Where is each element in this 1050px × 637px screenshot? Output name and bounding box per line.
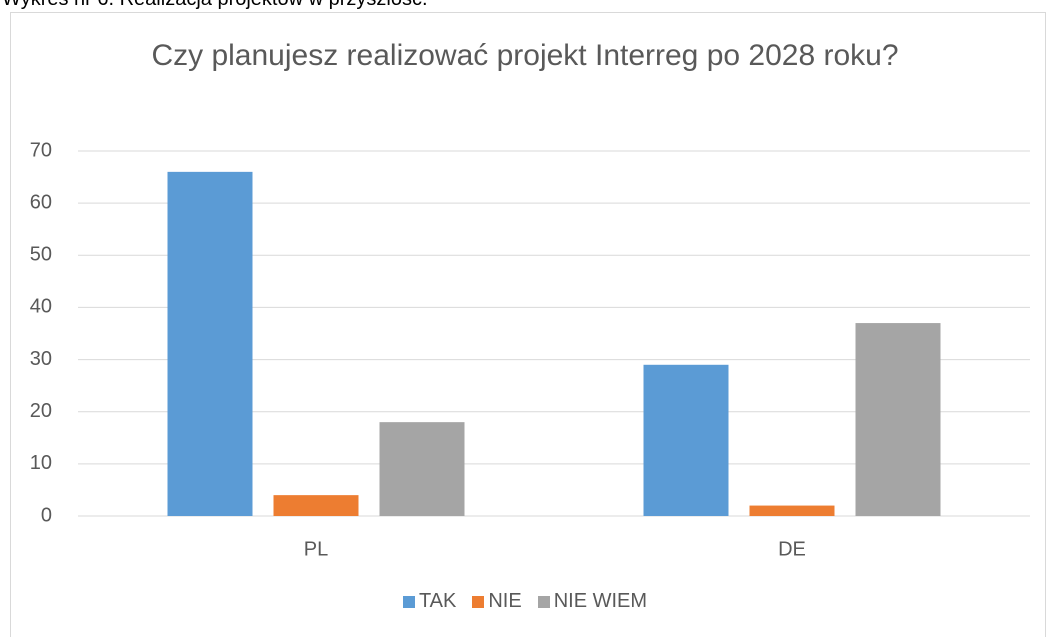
legend-item: NIE WIEM xyxy=(537,590,648,613)
legend-swatch xyxy=(402,595,415,608)
y-tick-label: 70 xyxy=(30,139,52,161)
legend-label: NIE xyxy=(488,590,522,612)
legend: TAK NIE NIE WIEM xyxy=(0,590,1050,613)
bar xyxy=(273,495,359,516)
y-tick-label: 40 xyxy=(30,296,52,318)
caption: Wykres nr 6. Realizacja projektów w przy… xyxy=(2,0,428,11)
y-tick-label: 60 xyxy=(30,191,52,213)
legend-item: NIE xyxy=(472,590,522,613)
bar xyxy=(749,505,835,516)
x-tick-label: PL xyxy=(304,538,328,560)
bar xyxy=(855,323,941,516)
chart-frame xyxy=(10,12,1046,637)
legend-label: TAK xyxy=(418,590,457,612)
y-tick-label: 20 xyxy=(30,400,52,422)
legend-label: NIE WIEM xyxy=(553,590,648,612)
y-tick-label: 0 xyxy=(41,504,52,526)
bar xyxy=(379,422,465,516)
y-tick-label: 30 xyxy=(30,348,52,370)
legend-swatch xyxy=(472,595,485,608)
y-tick-label: 50 xyxy=(30,244,52,266)
legend-item: TAK xyxy=(402,590,457,613)
bar xyxy=(643,364,729,516)
chart-title: Czy planujesz realizować projekt Interre… xyxy=(151,39,899,72)
legend-swatch xyxy=(537,595,550,608)
x-tick-label: DE xyxy=(778,538,806,560)
bar xyxy=(167,171,253,516)
y-tick-label: 10 xyxy=(30,452,52,474)
